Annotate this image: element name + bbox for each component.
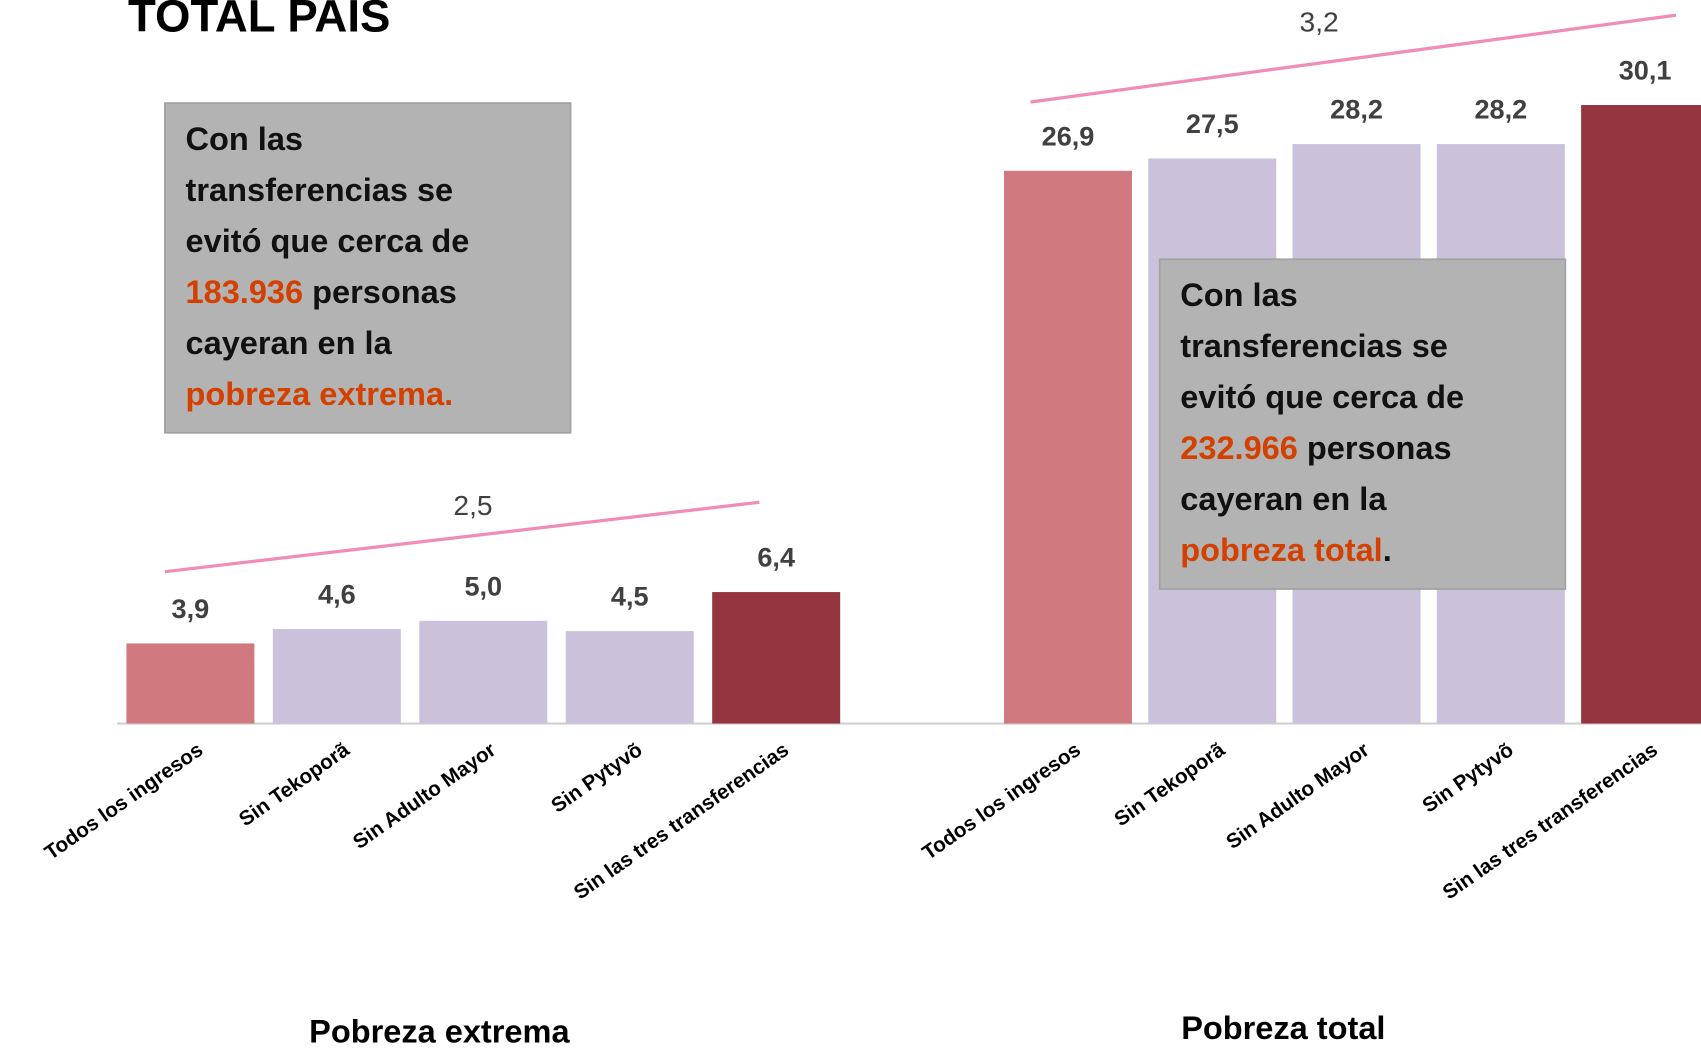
callout-text: personas xyxy=(1298,430,1452,466)
callout-text: 183.936 xyxy=(186,274,304,310)
callout-text: cayeran en la xyxy=(186,325,393,361)
callout-line: cayeran en la xyxy=(1180,481,1387,517)
callout-box xyxy=(1158,258,1567,590)
value-label: 27,5 xyxy=(1186,108,1239,139)
callout-line: 232.966 personas xyxy=(1180,430,1451,466)
value-label: 26,9 xyxy=(1042,120,1095,151)
trend-line xyxy=(164,500,760,574)
callout-line: transferencias se xyxy=(1180,328,1448,364)
group-title: Pobreza extrema xyxy=(309,1013,570,1049)
bar xyxy=(272,629,401,724)
callout-line: Con las xyxy=(186,121,304,157)
callout-text: Con las xyxy=(186,121,304,157)
callout-text: evitó que cerca de xyxy=(186,223,470,259)
page-title: TOTAL PAÍS xyxy=(128,0,390,42)
callout-text: pobreza total xyxy=(1180,532,1382,568)
callout-line: evitó que cerca de xyxy=(1180,379,1464,415)
value-label: 6,4 xyxy=(757,542,795,573)
value-label: 5,0 xyxy=(464,570,502,601)
callout-text: personas xyxy=(303,274,457,310)
x-tick-label: Sin Adulto Mayor xyxy=(1222,738,1373,854)
x-tick-label: Sin Pytyvõ xyxy=(1418,738,1518,817)
callout-line: pobreza extrema. xyxy=(186,376,454,412)
value-label: 30,1 xyxy=(1619,55,1672,86)
x-tick-label: Todos los ingresos xyxy=(918,738,1085,864)
value-label: 28,2 xyxy=(1330,94,1383,125)
bar xyxy=(419,620,548,724)
callout-text: pobreza extrema. xyxy=(186,376,454,412)
x-tick-label: Todos los ingresos xyxy=(41,738,208,864)
x-tick-label: Sin Tekoporã xyxy=(235,738,354,831)
x-tick-label: Sin Adulto Mayor xyxy=(349,738,500,854)
callout-text: . xyxy=(1383,532,1392,568)
callout-text: transferencias se xyxy=(186,172,454,208)
bar xyxy=(1003,170,1133,724)
x-tick-label: Sin Pytyvõ xyxy=(547,738,647,817)
callout-line: 183.936 personas xyxy=(186,274,457,310)
value-label: 4,6 xyxy=(318,579,356,610)
callout-line: pobreza total. xyxy=(1180,532,1391,568)
callout-box xyxy=(164,102,572,434)
callout-line: evitó que cerca de xyxy=(186,223,470,259)
callout-text: Con las xyxy=(1180,277,1298,313)
callout-line: Con las xyxy=(1180,277,1298,313)
bar xyxy=(712,592,841,724)
value-label: 3,9 xyxy=(172,593,210,624)
callout-text: transferencias se xyxy=(1180,328,1448,364)
value-label: 4,5 xyxy=(611,581,649,612)
bar xyxy=(126,643,255,724)
callout-line: cayeran en la xyxy=(186,325,393,361)
annotation: 2,5 xyxy=(453,489,492,521)
callout-text: evitó que cerca de xyxy=(1180,379,1464,415)
value-label: 28,2 xyxy=(1474,94,1527,125)
group-title: Pobreza total xyxy=(1181,1010,1385,1046)
bar xyxy=(565,631,694,724)
x-tick-label: Sin Tekoporã xyxy=(1110,738,1229,831)
callout-text: cayeran en la xyxy=(1180,481,1387,517)
annotation: 3,2 xyxy=(1300,5,1339,37)
callout-line: transferencias se xyxy=(186,172,454,208)
trend-line xyxy=(1030,13,1677,104)
bar xyxy=(1581,105,1701,724)
callout-text: 232.966 xyxy=(1180,430,1298,466)
